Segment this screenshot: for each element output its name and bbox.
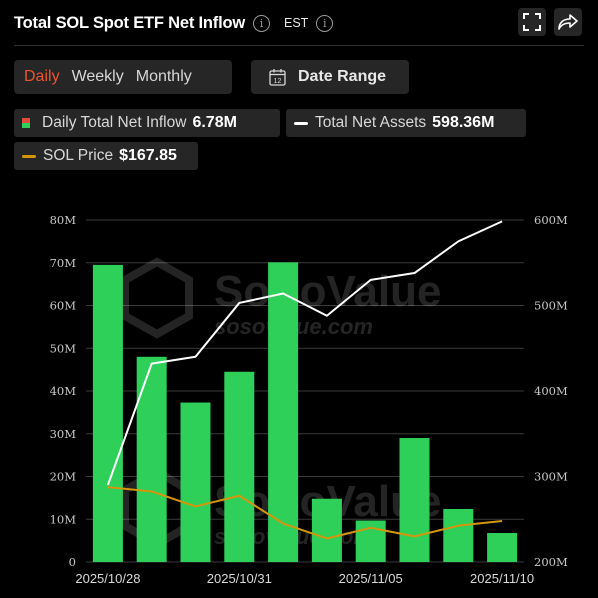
timezone-info-icon[interactable]: i xyxy=(316,14,334,32)
legend-assets-swatch xyxy=(294,121,308,125)
left-axis-tick-label: 50M xyxy=(50,341,77,355)
left-axis-tick-label: 0 xyxy=(69,555,76,569)
x-axis-tick-label: 2025/10/31 xyxy=(207,571,272,586)
timezone-label: EST xyxy=(284,16,309,30)
right-axis-tick-label: 600M xyxy=(534,213,568,227)
share-icon xyxy=(558,14,578,30)
left-axis-tick-label: 70M xyxy=(50,256,77,270)
left-axis-tick-label: 10M xyxy=(50,512,77,526)
period-selector: Daily Weekly Monthly xyxy=(14,60,232,94)
legend-price-label: SOL Price xyxy=(43,147,114,164)
inflow-bar xyxy=(355,520,386,562)
chart-area: SoSoValue sosovalue.com SoSoValue sosova… xyxy=(50,213,568,586)
x-axis-ticks: 2025/10/28 2025/10/31 2025/11/05 2025/11/10 xyxy=(75,571,534,586)
inflow-bar xyxy=(399,438,430,562)
header-divider xyxy=(14,45,584,46)
left-axis-tick-label: 20M xyxy=(50,470,77,484)
inflow-bar xyxy=(136,356,167,562)
inflow-bar xyxy=(92,264,123,562)
fullscreen-icon xyxy=(523,13,541,31)
date-range-label: Date Range xyxy=(298,68,387,85)
inflow-bar xyxy=(443,508,474,562)
left-axis-tick-label: 80M xyxy=(50,213,77,227)
calendar-day: 12 xyxy=(274,78,282,85)
legend-inflow-swatch xyxy=(22,118,30,128)
x-axis-tick-label: 2025/10/28 xyxy=(75,571,140,586)
right-axis-tick-label: 300M xyxy=(534,470,568,484)
calendar-icon: 12 xyxy=(269,69,286,86)
legend-inflow[interactable]: Daily Total Net Inflow 6.78M xyxy=(14,109,280,137)
sol-price-line xyxy=(107,486,503,540)
left-axis-tick-label: 60M xyxy=(50,299,77,313)
legend-inflow-label: Daily Total Net Inflow xyxy=(42,114,187,131)
inflow-bar xyxy=(224,371,255,562)
right-axis-tick-label: 500M xyxy=(534,299,568,313)
chart-title: Total SOL Spot ETF Net Inflow xyxy=(14,13,245,32)
right-axis-tick-label: 400M xyxy=(534,384,568,398)
legend-inflow-value: 6.78M xyxy=(192,114,237,131)
period-daily[interactable]: Daily xyxy=(24,68,60,85)
legend-assets[interactable]: Total Net Assets 598.36M xyxy=(286,109,526,137)
left-axis-tick-label: 40M xyxy=(50,384,77,398)
series-lines xyxy=(106,220,503,540)
period-weekly[interactable]: Weekly xyxy=(71,68,124,85)
share-button[interactable] xyxy=(554,8,582,36)
inflow-bar xyxy=(487,533,518,562)
chart-header: Total SOL Spot ETF Net Inflow i EST i xyxy=(14,8,584,37)
fullscreen-button[interactable] xyxy=(518,8,546,36)
legend-price-value: $167.85 xyxy=(119,147,177,164)
left-axis-tick-label: 30M xyxy=(50,427,77,441)
x-axis-tick-label: 2025/11/05 xyxy=(339,571,403,586)
right-axis-ticks: 200M 300M 400M 500M 600M xyxy=(534,213,568,569)
date-range-button[interactable]: 12 Date Range xyxy=(251,60,409,94)
inflow-bar xyxy=(311,498,342,562)
info-icon[interactable]: i xyxy=(253,14,270,32)
period-monthly[interactable]: Monthly xyxy=(135,68,192,85)
left-axis-ticks: 0 10M 20M 30M 40M 50M 60M 70M 80M xyxy=(50,213,77,569)
legend-assets-value: 598.36M xyxy=(432,114,495,131)
inflow-bar xyxy=(180,402,211,562)
legend-price[interactable]: SOL Price $167.85 xyxy=(14,142,198,170)
total-net-assets-line xyxy=(106,220,503,486)
legend-price-swatch xyxy=(22,154,36,158)
x-axis-tick-label: 2025/11/10 xyxy=(470,571,534,586)
legend-assets-label: Total Net Assets xyxy=(315,114,427,131)
right-axis-tick-label: 200M xyxy=(534,555,568,569)
inflow-bar xyxy=(268,262,299,562)
